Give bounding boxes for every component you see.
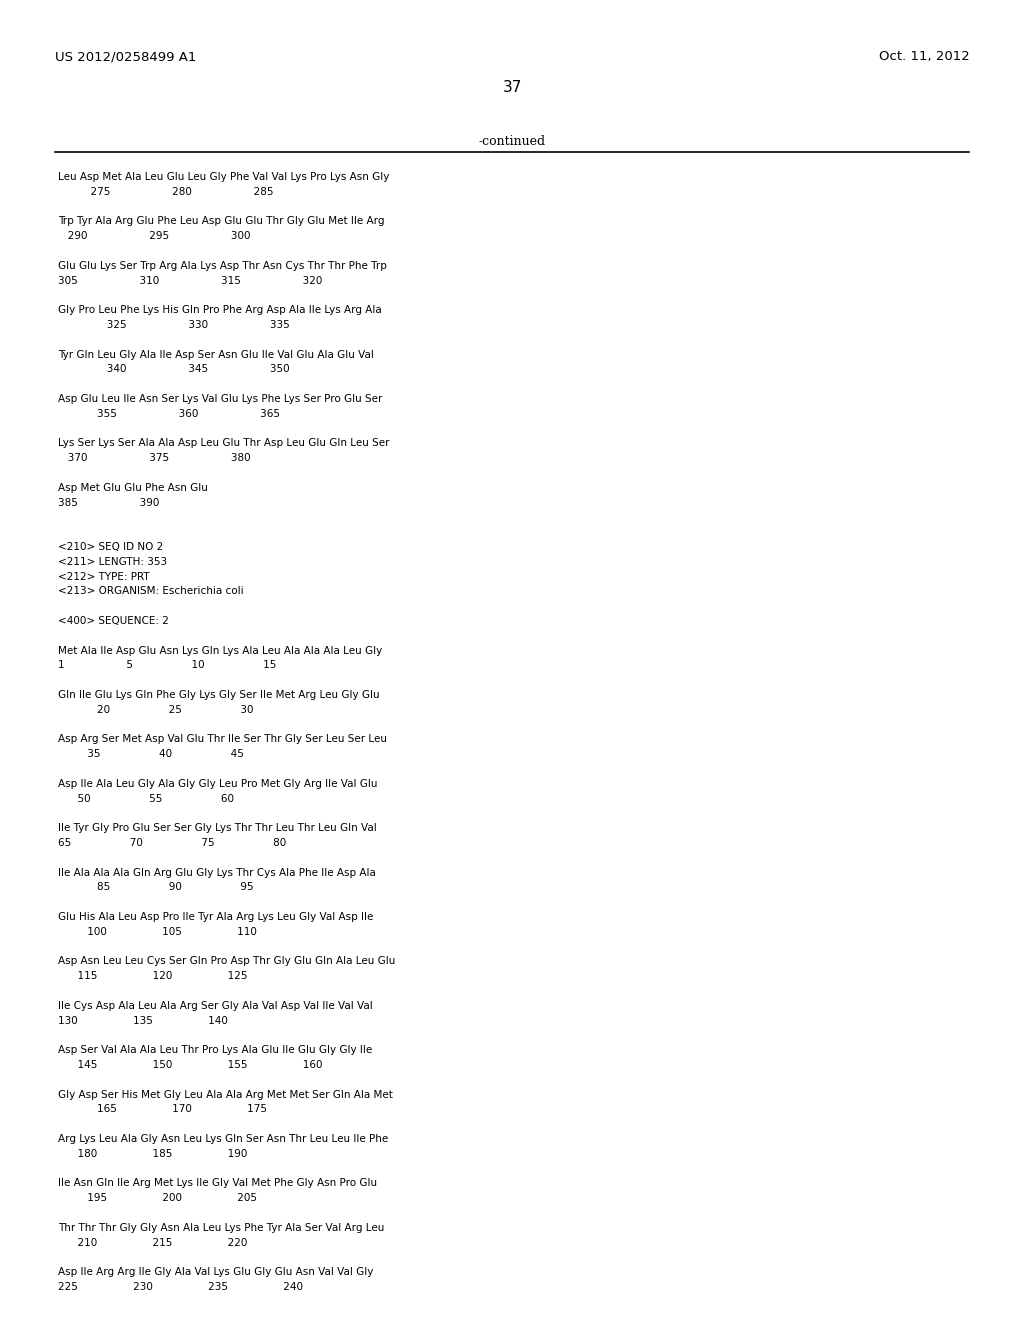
Text: 115                 120                 125: 115 120 125 xyxy=(58,972,248,981)
Text: Arg Lys Leu Ala Gly Asn Leu Lys Gln Ser Asn Thr Leu Leu Ile Phe: Arg Lys Leu Ala Gly Asn Leu Lys Gln Ser … xyxy=(58,1134,388,1144)
Text: Thr Thr Thr Gly Gly Asn Ala Leu Lys Phe Tyr Ala Ser Val Arg Leu: Thr Thr Thr Gly Gly Asn Ala Leu Lys Phe … xyxy=(58,1222,384,1233)
Text: 355                   360                   365: 355 360 365 xyxy=(58,409,280,418)
Text: 195                 200                 205: 195 200 205 xyxy=(58,1193,257,1204)
Text: 370                   375                   380: 370 375 380 xyxy=(58,453,251,463)
Text: 37: 37 xyxy=(503,81,521,95)
Text: 225                 230                 235                 240: 225 230 235 240 xyxy=(58,1282,303,1292)
Text: Asp Ile Arg Arg Ile Gly Ala Val Lys Glu Gly Glu Asn Val Val Gly: Asp Ile Arg Arg Ile Gly Ala Val Lys Glu … xyxy=(58,1267,374,1278)
Text: 145                 150                 155                 160: 145 150 155 160 xyxy=(58,1060,323,1071)
Text: Oct. 11, 2012: Oct. 11, 2012 xyxy=(880,50,970,63)
Text: Gly Asp Ser His Met Gly Leu Ala Ala Arg Met Met Ser Gln Ala Met: Gly Asp Ser His Met Gly Leu Ala Ala Arg … xyxy=(58,1089,393,1100)
Text: 385                   390: 385 390 xyxy=(58,498,160,508)
Text: Lys Ser Lys Ser Ala Ala Asp Leu Glu Thr Asp Leu Glu Gln Leu Ser: Lys Ser Lys Ser Ala Ala Asp Leu Glu Thr … xyxy=(58,438,389,449)
Text: 165                 170                 175: 165 170 175 xyxy=(58,1105,267,1114)
Text: 50                  55                  60: 50 55 60 xyxy=(58,793,234,804)
Text: Asp Glu Leu Ile Asn Ser Lys Val Glu Lys Phe Lys Ser Pro Glu Ser: Asp Glu Leu Ile Asn Ser Lys Val Glu Lys … xyxy=(58,393,382,404)
Text: Ile Ala Ala Ala Gln Arg Glu Gly Lys Thr Cys Ala Phe Ile Asp Ala: Ile Ala Ala Ala Gln Arg Glu Gly Lys Thr … xyxy=(58,867,376,878)
Text: Asp Ile Ala Leu Gly Ala Gly Gly Leu Pro Met Gly Arg Ile Val Glu: Asp Ile Ala Leu Gly Ala Gly Gly Leu Pro … xyxy=(58,779,378,789)
Text: US 2012/0258499 A1: US 2012/0258499 A1 xyxy=(55,50,197,63)
Text: <211> LENGTH: 353: <211> LENGTH: 353 xyxy=(58,557,167,566)
Text: Trp Tyr Ala Arg Glu Phe Leu Asp Glu Glu Thr Gly Glu Met Ile Arg: Trp Tyr Ala Arg Glu Phe Leu Asp Glu Glu … xyxy=(58,216,384,227)
Text: 1                   5                  10                  15: 1 5 10 15 xyxy=(58,660,276,671)
Text: 65                  70                  75                  80: 65 70 75 80 xyxy=(58,838,287,847)
Text: 210                 215                 220: 210 215 220 xyxy=(58,1238,248,1247)
Text: 290                   295                   300: 290 295 300 xyxy=(58,231,251,242)
Text: Asp Asn Leu Leu Cys Ser Gln Pro Asp Thr Gly Glu Gln Ala Leu Glu: Asp Asn Leu Leu Cys Ser Gln Pro Asp Thr … xyxy=(58,957,395,966)
Text: 130                 135                 140: 130 135 140 xyxy=(58,1015,228,1026)
Text: Leu Asp Met Ala Leu Glu Leu Gly Phe Val Val Lys Pro Lys Asn Gly: Leu Asp Met Ala Leu Glu Leu Gly Phe Val … xyxy=(58,172,389,182)
Text: Gly Pro Leu Phe Lys His Gln Pro Phe Arg Asp Ala Ile Lys Arg Ala: Gly Pro Leu Phe Lys His Gln Pro Phe Arg … xyxy=(58,305,382,315)
Text: Met Ala Ile Asp Glu Asn Lys Gln Lys Ala Leu Ala Ala Ala Leu Gly: Met Ala Ile Asp Glu Asn Lys Gln Lys Ala … xyxy=(58,645,382,656)
Text: 180                 185                 190: 180 185 190 xyxy=(58,1148,248,1159)
Text: <400> SEQUENCE: 2: <400> SEQUENCE: 2 xyxy=(58,616,169,626)
Text: 35                  40                  45: 35 40 45 xyxy=(58,750,244,759)
Text: <212> TYPE: PRT: <212> TYPE: PRT xyxy=(58,572,150,582)
Text: 325                   330                   335: 325 330 335 xyxy=(58,319,290,330)
Text: 275                   280                   285: 275 280 285 xyxy=(58,187,273,197)
Text: Ile Asn Gln Ile Arg Met Lys Ile Gly Val Met Phe Gly Asn Pro Glu: Ile Asn Gln Ile Arg Met Lys Ile Gly Val … xyxy=(58,1179,377,1188)
Text: 20                  25                  30: 20 25 30 xyxy=(58,705,254,715)
Text: Asp Met Glu Glu Phe Asn Glu: Asp Met Glu Glu Phe Asn Glu xyxy=(58,483,208,492)
Text: <210> SEQ ID NO 2: <210> SEQ ID NO 2 xyxy=(58,543,163,552)
Text: 305                   310                   315                   320: 305 310 315 320 xyxy=(58,276,323,285)
Text: Ile Cys Asp Ala Leu Ala Arg Ser Gly Ala Val Asp Val Ile Val Val: Ile Cys Asp Ala Leu Ala Arg Ser Gly Ala … xyxy=(58,1001,373,1011)
Text: Glu Glu Lys Ser Trp Arg Ala Lys Asp Thr Asn Cys Thr Thr Phe Trp: Glu Glu Lys Ser Trp Arg Ala Lys Asp Thr … xyxy=(58,261,387,271)
Text: 100                 105                 110: 100 105 110 xyxy=(58,927,257,937)
Text: Glu His Ala Leu Asp Pro Ile Tyr Ala Arg Lys Leu Gly Val Asp Ile: Glu His Ala Leu Asp Pro Ile Tyr Ala Arg … xyxy=(58,912,374,921)
Text: Tyr Gln Leu Gly Ala Ile Asp Ser Asn Glu Ile Val Glu Ala Glu Val: Tyr Gln Leu Gly Ala Ile Asp Ser Asn Glu … xyxy=(58,350,374,359)
Text: Gln Ile Glu Lys Gln Phe Gly Lys Gly Ser Ile Met Arg Leu Gly Glu: Gln Ile Glu Lys Gln Phe Gly Lys Gly Ser … xyxy=(58,690,380,700)
Text: <213> ORGANISM: Escherichia coli: <213> ORGANISM: Escherichia coli xyxy=(58,586,244,597)
Text: Asp Arg Ser Met Asp Val Glu Thr Ile Ser Thr Gly Ser Leu Ser Leu: Asp Arg Ser Met Asp Val Glu Thr Ile Ser … xyxy=(58,734,387,744)
Text: 85                  90                  95: 85 90 95 xyxy=(58,882,254,892)
Text: Ile Tyr Gly Pro Glu Ser Ser Gly Lys Thr Thr Leu Thr Leu Gln Val: Ile Tyr Gly Pro Glu Ser Ser Gly Lys Thr … xyxy=(58,824,377,833)
Text: 340                   345                   350: 340 345 350 xyxy=(58,364,290,375)
Text: Asp Ser Val Ala Ala Leu Thr Pro Lys Ala Glu Ile Glu Gly Gly Ile: Asp Ser Val Ala Ala Leu Thr Pro Lys Ala … xyxy=(58,1045,373,1055)
Text: -continued: -continued xyxy=(478,135,546,148)
